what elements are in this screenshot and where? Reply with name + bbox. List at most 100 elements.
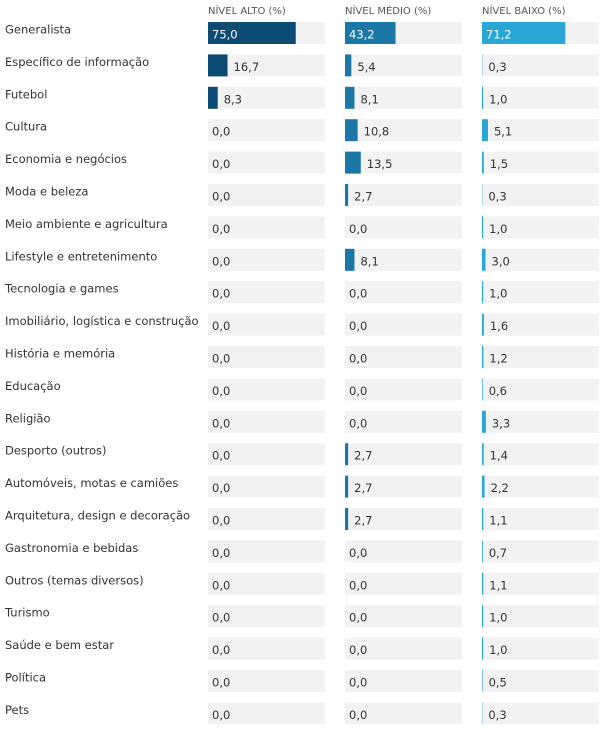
bar-background bbox=[345, 508, 462, 530]
value-label: 0,0 bbox=[349, 676, 367, 690]
category-label: Lifestyle e entretenimento bbox=[5, 249, 157, 263]
value-label: 3,0 bbox=[492, 254, 510, 268]
bar-background bbox=[482, 540, 599, 563]
bar-background bbox=[208, 670, 325, 692]
bar-background bbox=[345, 410, 462, 433]
value-label: 0,0 bbox=[349, 708, 367, 722]
value-label: 0,0 bbox=[212, 254, 230, 268]
value-label: 1,1 bbox=[489, 514, 507, 528]
category-label: Desporto (outros) bbox=[5, 444, 107, 458]
bar-background bbox=[345, 443, 462, 466]
value-label: 16,7 bbox=[234, 60, 260, 74]
category-label: Cultura bbox=[5, 120, 47, 134]
bar bbox=[482, 119, 488, 142]
value-label: 0,0 bbox=[349, 611, 367, 625]
value-label: 0,0 bbox=[349, 384, 367, 398]
bar bbox=[482, 22, 566, 44]
value-label: 1,0 bbox=[489, 92, 507, 106]
bar-background bbox=[345, 54, 462, 77]
bar-background bbox=[482, 54, 599, 77]
bar-background bbox=[345, 216, 462, 239]
value-label: 0,0 bbox=[212, 449, 230, 463]
category-label: Pets bbox=[5, 703, 29, 717]
bar-background bbox=[482, 572, 599, 595]
value-label: 0,0 bbox=[212, 611, 230, 625]
bar-background bbox=[208, 475, 325, 498]
bar-background bbox=[482, 86, 599, 109]
bar-background bbox=[208, 281, 325, 304]
bar bbox=[482, 637, 484, 660]
category-label: Outros (temas diversos) bbox=[5, 573, 144, 587]
category-label: Tecnologia e games bbox=[4, 282, 119, 296]
bar-background bbox=[208, 216, 325, 239]
value-label: 0,0 bbox=[349, 287, 367, 301]
value-label: 75,0 bbox=[212, 28, 238, 42]
bar bbox=[482, 540, 483, 563]
value-label: 0,0 bbox=[212, 546, 230, 560]
value-label: 71,2 bbox=[486, 28, 512, 42]
bar-background bbox=[208, 378, 325, 401]
value-label: 0,3 bbox=[488, 708, 506, 722]
category-label: Gastronomia e bebidas bbox=[5, 541, 138, 555]
category-label: Política bbox=[5, 671, 46, 685]
bar-background bbox=[482, 281, 599, 304]
column-header: NÍVEL MÉDIO (%) bbox=[345, 4, 431, 17]
column-header: NÍVEL BAIXO (%) bbox=[482, 4, 566, 17]
value-label: 1,1 bbox=[489, 578, 507, 592]
value-label: 2,7 bbox=[354, 190, 372, 204]
bar-background bbox=[345, 572, 462, 595]
value-label: 5,1 bbox=[494, 125, 512, 139]
value-label: 8,1 bbox=[360, 254, 378, 268]
bar bbox=[208, 54, 228, 77]
bar-background bbox=[482, 216, 599, 239]
bar-background bbox=[208, 54, 325, 77]
bar-background bbox=[482, 378, 599, 401]
value-label: 8,3 bbox=[224, 92, 242, 106]
bar-background bbox=[208, 605, 325, 628]
value-label: 1,4 bbox=[490, 449, 508, 463]
value-label: 1,6 bbox=[490, 319, 508, 333]
bar bbox=[345, 184, 349, 206]
category-label: Religião bbox=[5, 411, 51, 425]
value-label: 0,0 bbox=[212, 319, 230, 333]
value-label: 0,0 bbox=[212, 481, 230, 495]
bar-background bbox=[482, 443, 599, 466]
bar-background bbox=[208, 540, 325, 563]
bar bbox=[482, 572, 484, 595]
value-label: 0,0 bbox=[212, 416, 230, 430]
bar bbox=[208, 22, 296, 44]
value-label: 0,0 bbox=[349, 578, 367, 592]
value-label: 0,0 bbox=[212, 287, 230, 301]
bar bbox=[482, 86, 484, 109]
bar-background bbox=[345, 637, 462, 660]
bar-background bbox=[208, 151, 325, 174]
bar-background bbox=[208, 313, 325, 336]
bar-background bbox=[208, 572, 325, 595]
value-label: 0,0 bbox=[212, 125, 230, 139]
category-label: Futebol bbox=[5, 87, 47, 101]
value-label: 2,7 bbox=[354, 481, 372, 495]
bar-background bbox=[208, 184, 325, 206]
bar-background bbox=[208, 86, 325, 109]
bar-background bbox=[345, 313, 462, 336]
value-label: 0,0 bbox=[349, 416, 367, 430]
bar-background bbox=[345, 670, 462, 692]
value-label: 0,0 bbox=[212, 708, 230, 722]
bar bbox=[482, 670, 483, 692]
bar-background bbox=[482, 248, 599, 271]
bar-background bbox=[345, 184, 462, 206]
category-label: Imobiliário, logística e construção bbox=[5, 314, 199, 328]
value-label: 2,7 bbox=[354, 514, 372, 528]
value-label: 0,0 bbox=[212, 384, 230, 398]
bar-background bbox=[482, 313, 599, 336]
bar bbox=[482, 378, 483, 401]
bar-background bbox=[345, 702, 462, 725]
value-label: 2,2 bbox=[491, 481, 509, 495]
value-label: 0,0 bbox=[212, 352, 230, 366]
category-label: Arquitetura, design e decoração bbox=[5, 509, 190, 523]
bar-background bbox=[208, 637, 325, 660]
bar bbox=[482, 281, 484, 304]
value-label: 1,0 bbox=[489, 611, 507, 625]
bar-background bbox=[345, 119, 462, 142]
value-label: 0,6 bbox=[489, 384, 507, 398]
